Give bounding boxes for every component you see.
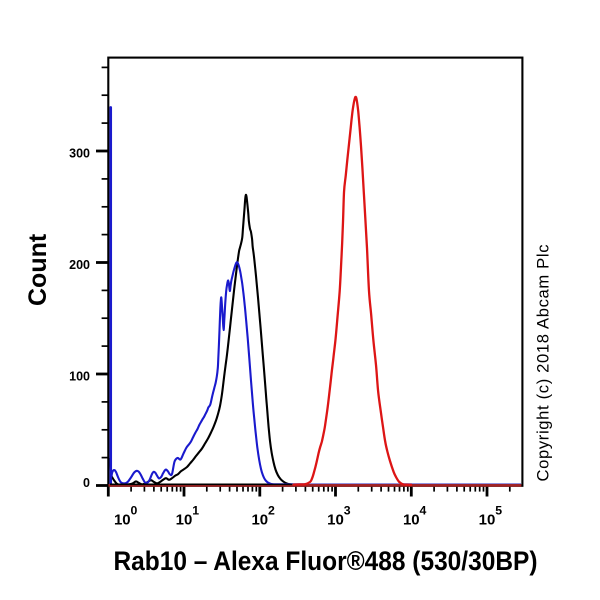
svg-text:Rab10 – Alexa Fluor®488 (530/3: Rab10 – Alexa Fluor®488 (530/30BP): [114, 546, 538, 576]
svg-text:10: 10: [176, 512, 193, 529]
svg-text:300: 300: [69, 147, 90, 161]
svg-text:0: 0: [83, 476, 90, 490]
svg-text:10: 10: [251, 512, 268, 529]
svg-text:10: 10: [114, 512, 131, 529]
svg-text:0: 0: [131, 503, 138, 517]
svg-text:200: 200: [69, 258, 90, 272]
svg-text:Copyright (c) 2018 Abcam Plc: Copyright (c) 2018 Abcam Plc: [534, 245, 553, 482]
svg-text:10: 10: [403, 512, 420, 529]
svg-text:4: 4: [420, 503, 427, 517]
svg-text:10: 10: [479, 512, 496, 529]
svg-text:2: 2: [268, 503, 275, 517]
svg-text:1: 1: [192, 503, 199, 517]
svg-text:3: 3: [344, 503, 351, 517]
svg-text:10: 10: [327, 512, 344, 529]
svg-text:Count: Count: [24, 233, 52, 306]
svg-text:100: 100: [69, 370, 90, 384]
svg-text:5: 5: [495, 503, 502, 517]
